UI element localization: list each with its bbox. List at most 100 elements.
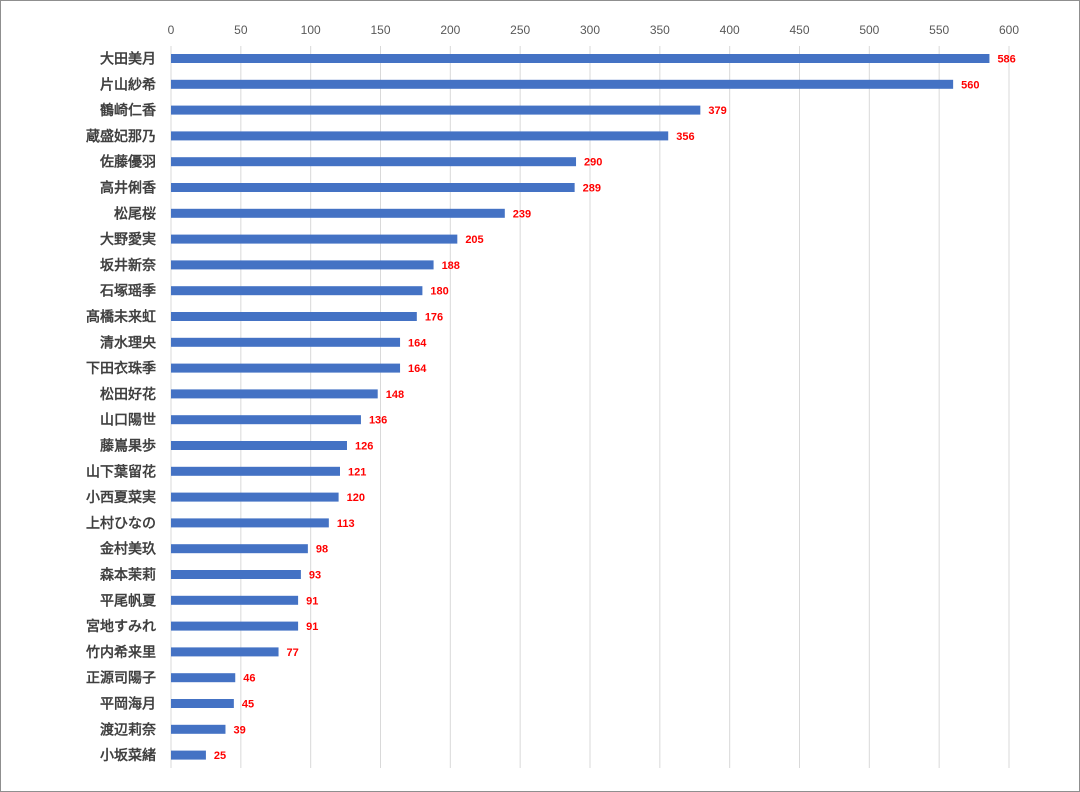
gridlines bbox=[170, 46, 1010, 768]
bar bbox=[171, 389, 378, 399]
category-label: 石塚瑶季 bbox=[99, 283, 156, 300]
data-label: 586 bbox=[997, 54, 1015, 66]
x-tick-label: 300 bbox=[580, 23, 600, 37]
category-label: 藤嶌果歩 bbox=[100, 438, 156, 455]
bar bbox=[171, 312, 417, 321]
x-tick-label: 400 bbox=[720, 23, 740, 37]
data-label: 239 bbox=[513, 208, 531, 220]
bar bbox=[171, 673, 236, 683]
bar bbox=[171, 544, 308, 554]
category-label: 松尾桜 bbox=[114, 205, 156, 222]
data-labels: 586 560 379 356 290 289 239 205 188 180 176 164 164 1… bbox=[214, 54, 1016, 763]
x-tick-label: 50 bbox=[234, 23, 248, 37]
category-label: 小西夏菜実 bbox=[86, 489, 156, 506]
data-label: 98 bbox=[316, 544, 328, 556]
category-label: 鶴崎仁香 bbox=[100, 102, 157, 119]
x-tick-label: 550 bbox=[929, 23, 949, 37]
data-label: 45 bbox=[242, 699, 254, 711]
bar bbox=[171, 337, 401, 347]
category-label: 上村ひなの bbox=[86, 515, 156, 532]
bar bbox=[171, 621, 299, 631]
data-label: 46 bbox=[243, 673, 255, 685]
data-label: 188 bbox=[442, 260, 460, 272]
category-label: 宮地すみれ bbox=[86, 618, 156, 635]
data-label: 91 bbox=[306, 595, 318, 607]
bar bbox=[171, 595, 299, 605]
category-label: 髙橋未来虹 bbox=[86, 309, 156, 326]
data-label: 289 bbox=[583, 183, 601, 195]
data-label: 136 bbox=[369, 415, 387, 427]
category-label: 竹内希来里 bbox=[85, 644, 156, 661]
bar bbox=[171, 724, 226, 734]
bar bbox=[171, 570, 301, 579]
data-label: 205 bbox=[465, 234, 483, 246]
bar bbox=[171, 234, 458, 244]
category-label: 森本茉莉 bbox=[100, 567, 156, 584]
x-tick-label: 500 bbox=[859, 23, 879, 37]
bar bbox=[171, 466, 340, 476]
bar bbox=[171, 79, 954, 89]
x-tick-label: 450 bbox=[789, 23, 809, 37]
data-label: 121 bbox=[348, 466, 366, 478]
bar bbox=[171, 183, 575, 192]
x-tick-label: 100 bbox=[301, 23, 321, 37]
category-label: 山下葉留花 bbox=[86, 463, 156, 480]
category-label: 平尾帆夏 bbox=[100, 592, 157, 609]
bar bbox=[171, 157, 577, 167]
category-label: 清水理央 bbox=[100, 334, 157, 351]
data-label: 148 bbox=[386, 389, 404, 401]
data-label: 77 bbox=[287, 647, 299, 659]
category-labels: 大田美月片山紗希鶴崎仁香蔵盛妃那乃佐藤優羽高井俐香松尾桜大野愛実坂井新奈石塚瑶季… bbox=[85, 51, 157, 765]
category-label: 大田美月 bbox=[100, 51, 156, 68]
bar bbox=[171, 208, 505, 218]
data-label: 560 bbox=[961, 79, 979, 91]
category-label: 平岡海月 bbox=[100, 696, 156, 713]
data-label: 180 bbox=[430, 286, 448, 298]
x-axis-ticks: 0 50 100 150 200 250 300 350 400 450 500 550 600 bbox=[168, 23, 1020, 37]
category-label: 高井俐香 bbox=[100, 180, 157, 197]
data-label: 176 bbox=[425, 312, 443, 324]
data-label: 126 bbox=[355, 441, 373, 453]
data-label: 113 bbox=[337, 518, 355, 530]
category-label: 坂井新奈 bbox=[100, 257, 157, 274]
category-label: 蔵盛妃那乃 bbox=[86, 128, 156, 145]
category-label: 山口陽世 bbox=[100, 412, 156, 429]
bar bbox=[171, 105, 701, 115]
x-tick-label: 250 bbox=[510, 23, 530, 37]
bar bbox=[171, 260, 434, 270]
data-label: 356 bbox=[676, 131, 694, 143]
bar bbox=[171, 492, 339, 502]
data-label: 290 bbox=[584, 157, 602, 169]
data-label: 91 bbox=[306, 621, 318, 633]
data-label: 379 bbox=[708, 105, 726, 117]
category-label: 大野愛実 bbox=[100, 231, 156, 248]
x-tick-label: 200 bbox=[440, 23, 460, 37]
data-label: 93 bbox=[309, 570, 321, 582]
category-label: 金村美玖 bbox=[99, 541, 157, 558]
data-label: 25 bbox=[214, 750, 226, 762]
x-tick-label: 600 bbox=[999, 23, 1019, 37]
category-label: 佐藤優羽 bbox=[99, 154, 156, 171]
x-tick-label: 350 bbox=[650, 23, 670, 37]
data-label: 120 bbox=[347, 492, 365, 504]
data-label: 39 bbox=[233, 724, 245, 736]
category-label: 小坂菜緒 bbox=[100, 747, 156, 764]
category-label: 正源司陽子 bbox=[86, 670, 156, 687]
bar bbox=[171, 750, 206, 760]
bar bbox=[171, 363, 401, 373]
bar bbox=[171, 441, 347, 450]
bar bbox=[171, 131, 669, 141]
bar bbox=[171, 415, 361, 425]
bar bbox=[171, 647, 279, 657]
x-tick-label: 0 bbox=[168, 23, 175, 37]
bar bbox=[171, 699, 234, 708]
bar bbox=[171, 286, 423, 296]
bars bbox=[171, 54, 990, 760]
data-label: 164 bbox=[408, 363, 427, 375]
category-label: 渡辺莉奈 bbox=[100, 721, 157, 738]
bar bbox=[171, 54, 990, 63]
bar bbox=[171, 518, 329, 528]
category-label: 松田好花 bbox=[100, 386, 156, 403]
